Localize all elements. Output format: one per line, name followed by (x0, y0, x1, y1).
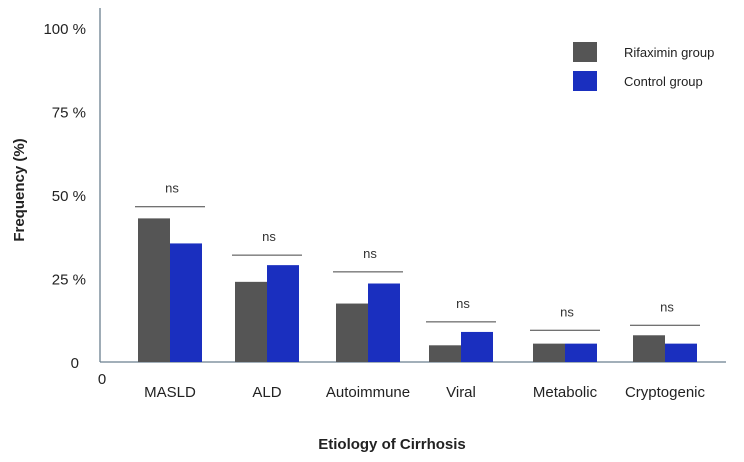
bar-rifaximin-masld (138, 218, 170, 362)
bar-control-autoimmune (368, 283, 400, 362)
origin-label: 0 (98, 371, 106, 388)
x-tick-label: Autoimmune (326, 384, 410, 401)
bar-control-cryptogenic (665, 343, 697, 362)
significance-label: ns (456, 296, 470, 311)
axes: 100 % 75 % 50 % 25 % 0 0 MASLD ALD Autoimmune Vir… (43, 8, 726, 401)
bar-rifaximin-viral (429, 345, 461, 362)
significance-label: ns (660, 299, 674, 314)
significance-label: ns (363, 246, 377, 261)
x-tick-label: ALD (252, 384, 281, 401)
y-tick-label: 0 (71, 355, 79, 372)
significance-label: ns (560, 304, 574, 319)
significance-markers: ns ns ns ns ns ns (135, 181, 700, 331)
bar-control-metabolic (565, 343, 597, 362)
y-tick-label: 75 % (52, 105, 86, 122)
bars (138, 218, 697, 362)
legend-swatch (573, 42, 597, 62)
significance-label: ns (262, 229, 276, 244)
y-axis-title: Frequency (%) (11, 138, 28, 241)
legend-swatch (573, 71, 597, 91)
bar-control-viral (461, 331, 493, 362)
x-tick-label: MASLD (144, 384, 196, 401)
bar-rifaximin-autoimmune (336, 303, 368, 362)
x-axis-title: Etiology of Cirrhosis (318, 436, 466, 453)
x-tick-label: Cryptogenic (625, 384, 706, 401)
legend-label: Control group (624, 74, 703, 89)
bar-rifaximin-cryptogenic (633, 335, 665, 362)
y-tick-label: 50 % (52, 188, 86, 205)
x-tick-label: Metabolic (533, 384, 598, 401)
legend: Rifaximin group Control group (573, 42, 714, 91)
bar-control-masld (170, 243, 202, 362)
bar-control-ald (267, 265, 299, 362)
legend-label: Rifaximin group (624, 45, 714, 60)
significance-label: ns (165, 181, 179, 196)
x-tick-label: Viral (446, 384, 476, 401)
y-tick-label: 100 % (43, 21, 86, 38)
bar-rifaximin-metabolic (533, 343, 565, 362)
bar-rifaximin-ald (235, 281, 267, 362)
y-tick-label: 25 % (52, 272, 86, 289)
